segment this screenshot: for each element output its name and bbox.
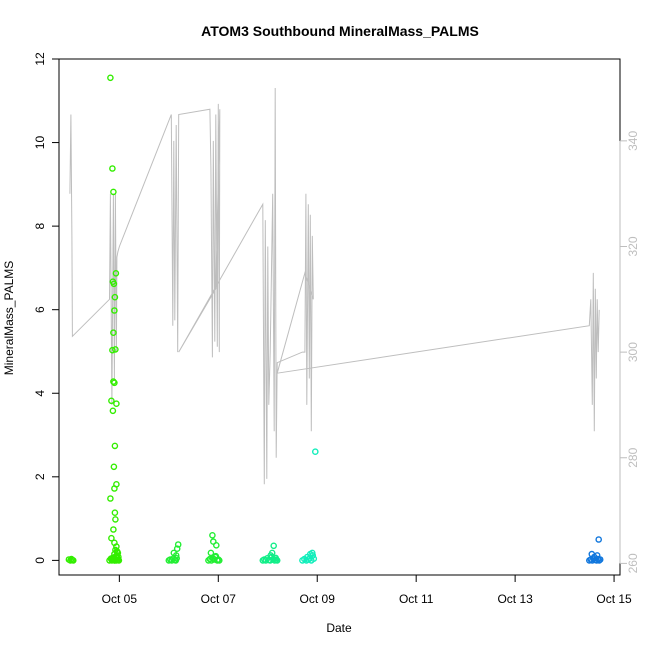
data-point: [211, 553, 219, 561]
secondary-y-axis: 260 280 300 320 340: [619, 131, 640, 573]
y-axis: 0 2 4 6 8 10 12: [33, 52, 60, 564]
data-point: [272, 554, 280, 562]
data-point: [268, 549, 276, 557]
data-point: [110, 463, 118, 471]
data-point: [109, 556, 116, 564]
data-point: [109, 346, 116, 354]
secondary-y-tick-label: 300: [626, 342, 640, 362]
y-tick-label: 10: [33, 136, 47, 150]
x-tick-label: Oct 13: [497, 592, 533, 606]
data-point: [110, 526, 117, 533]
data-point: [108, 534, 115, 542]
data-point: [110, 280, 118, 288]
secondary-y-tick-label: 320: [626, 236, 640, 256]
y-tick-label: 6: [33, 306, 47, 313]
plot-area-frame: [58, 58, 621, 576]
data-point: [112, 346, 119, 353]
x-tick-label: Oct 15: [596, 592, 632, 606]
data-point: [170, 549, 178, 557]
data-point: [311, 448, 319, 456]
data-point: [308, 549, 316, 557]
data-point: [111, 557, 119, 564]
secondary-y-tick-label: 280: [626, 447, 640, 467]
data-point: [206, 555, 214, 563]
data-point: [111, 442, 119, 450]
data-point: [115, 556, 122, 563]
data-point: [595, 536, 603, 543]
data-point: [112, 516, 119, 523]
data-point: [111, 509, 119, 517]
y-tick-label: 8: [33, 222, 47, 229]
x-axis: Oct 05 Oct 07 Oct 09 Oct 11 Oct 13 Oct 15: [102, 574, 632, 606]
y-tick-label: 2: [33, 473, 47, 480]
data-point: [107, 74, 114, 82]
secondary-y-tick-label: 340: [626, 131, 640, 151]
data-point: [310, 555, 318, 563]
data-point: [111, 293, 119, 301]
data-point: [112, 269, 120, 277]
data-point-layer: [65, 74, 604, 564]
data-point: [109, 407, 117, 415]
data-point: [113, 400, 120, 408]
data-point: [172, 557, 180, 564]
y-tick-label: 0: [33, 557, 47, 564]
data-point: [207, 549, 215, 557]
data-point: [110, 329, 117, 337]
data-point: [113, 547, 121, 555]
data-point: [596, 556, 604, 563]
secondary-line-layer: [69, 87, 600, 485]
data-point: [110, 378, 117, 385]
data-point: [111, 485, 118, 492]
x-tick-label: Oct 05: [102, 592, 138, 606]
data-point: [212, 542, 220, 549]
x-tick-label: Oct 07: [201, 592, 237, 606]
data-point: [174, 541, 182, 548]
data-point: [173, 545, 181, 553]
x-tick-label: Oct 11: [399, 592, 434, 606]
data-point: [270, 542, 278, 550]
data-point: [209, 532, 216, 539]
y-axis-label: MineralMass_PALMS: [2, 261, 16, 375]
data-point: [107, 495, 114, 502]
chart-title: ATOM3 Southbound MineralMass_PALMS: [201, 23, 479, 39]
data-point: [70, 557, 77, 564]
secondary-series-line: [69, 87, 600, 485]
y-tick-label: 4: [33, 390, 47, 397]
data-point: [109, 165, 116, 172]
data-point: [593, 552, 601, 559]
x-tick-label: Oct 09: [300, 592, 336, 606]
y-tick-label: 12: [33, 52, 47, 66]
data-point: [110, 188, 117, 196]
data-point: [108, 397, 115, 405]
secondary-y-tick-label: 260: [626, 553, 640, 573]
data-point: [111, 307, 118, 314]
x-axis-label: Date: [326, 621, 352, 635]
data-point: [111, 379, 118, 387]
data-point: [215, 557, 223, 564]
